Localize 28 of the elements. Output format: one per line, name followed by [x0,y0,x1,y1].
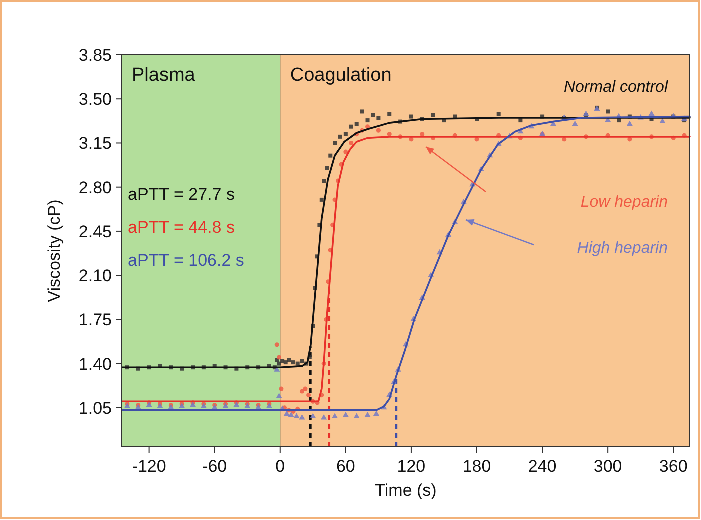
text: High heparin [577,240,668,257]
x-tick-label: 60 [336,457,356,476]
x-tick-label: 360 [659,457,688,476]
y-tick-label: 2.80 [78,178,112,198]
x-axis-title: Time (s) [375,481,437,500]
x-tick-label: -120 [132,457,166,476]
y-tick-label: 2.10 [78,266,112,286]
x-tick-label: 300 [594,457,622,476]
y-tick-label: 1.40 [78,354,112,374]
annotation: aPTT = 106.2 s [128,251,244,270]
x-tick-label: -60 [202,457,228,476]
y-tick-label: 3.85 [78,46,112,65]
band-label: Plasma [132,65,196,86]
series-label: Normal control [564,79,668,96]
x-tick-label: 240 [528,457,557,476]
y-tick-label: 1.75 [78,310,112,330]
y-tick-label: 2.45 [78,222,112,242]
x-tick-label: 120 [397,457,426,476]
x-tick-label: 180 [462,457,492,476]
annotation: aPTT = 27.7 s [128,185,235,204]
band-label: Coagulation [290,65,392,86]
y-tick-label: 3.15 [78,134,112,154]
y-tick-label: 3.50 [78,90,112,110]
text: Low heparin [580,194,668,211]
y-axis-title: Viscosity (cP) [45,200,64,302]
annotation: aPTT = 44.8 s [128,218,235,237]
x-tick-label: 0 [276,457,286,476]
y-tick-label: 1.05 [78,398,112,418]
